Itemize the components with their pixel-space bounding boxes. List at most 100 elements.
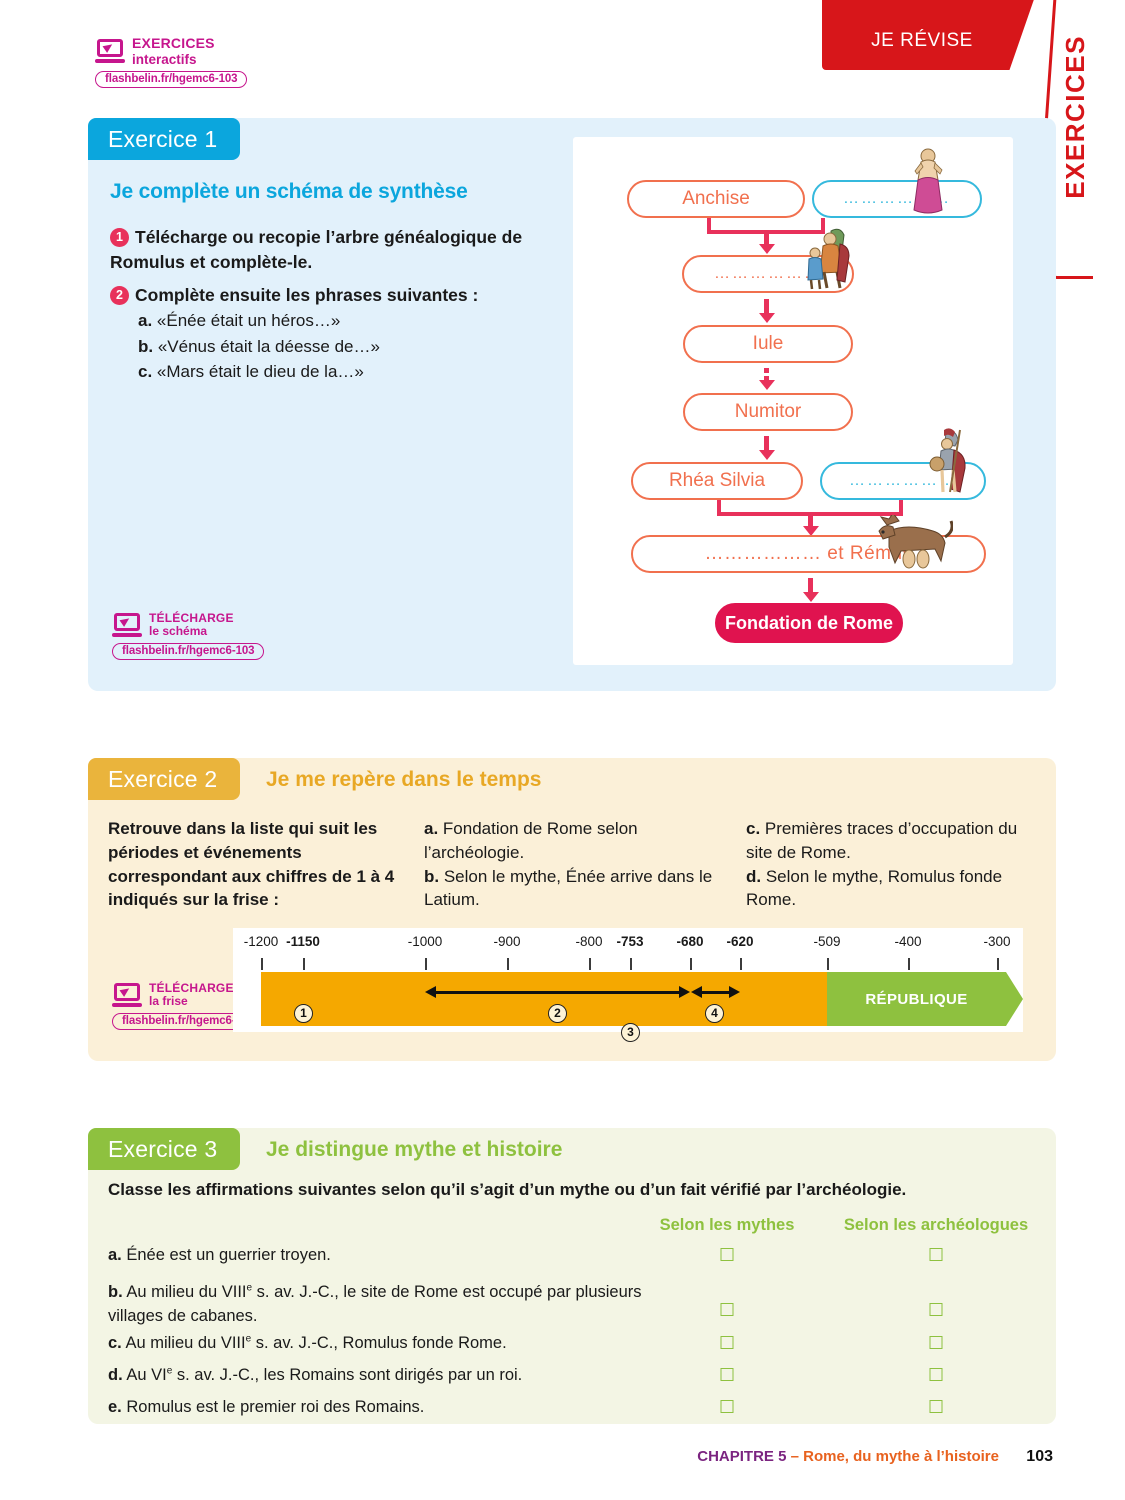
row-e-letter: e. xyxy=(108,1398,122,1416)
option-b: b. Selon le mythe, Énée arrive dans le L… xyxy=(424,865,714,913)
item-a-text: «Énée était un héros…» xyxy=(156,311,341,331)
diagram-node-iule: Iule xyxy=(683,325,853,363)
tick-mark xyxy=(261,958,263,970)
option-d-text: Selon le mythe, Romulus fonde Rome. xyxy=(746,866,1003,910)
option-c-text: Premières traces d’occupation du site de… xyxy=(746,819,1018,862)
option-b-letter: b. xyxy=(424,866,440,886)
timeline-marker-4: 4 xyxy=(705,1004,724,1023)
exercise-3-instruction: Classe les affirmations suivantes selon … xyxy=(108,1180,907,1199)
arrow-to-enee xyxy=(759,230,775,254)
timeline-span-4-head-right xyxy=(729,986,740,998)
exercise-1-tab[interactable]: Exercice 1 xyxy=(88,118,240,160)
column-header-archeologues: Selon les archéologues xyxy=(843,1216,1029,1234)
tick-mark xyxy=(507,958,509,970)
timeline-span-4-head-left xyxy=(691,986,702,998)
diagram-node-rhea-silvia: Rhéa Silvia xyxy=(631,462,803,500)
row-b-letter: b. xyxy=(108,1283,123,1301)
task-number-1: 1 xyxy=(110,228,129,247)
tick-label: -753 xyxy=(616,934,644,949)
diagram-node-venus-blank[interactable]: ……………… xyxy=(812,180,982,218)
footer-page-number: 103 xyxy=(1026,1448,1053,1465)
tick-mark xyxy=(630,958,632,970)
mars-warrior-figure xyxy=(929,428,966,493)
genealogy-diagram: Anchise ……………… ……………… Iule xyxy=(573,137,1013,665)
tick-label: -620 xyxy=(726,934,754,949)
exercise-1-item-c: c. «Mars était le dieu de la…» xyxy=(138,359,540,385)
statement-row-c: c. Au milieu du VIIIe s. av. J.-C., Romu… xyxy=(108,1332,668,1356)
checkbox-c-archeologues[interactable] xyxy=(929,1336,943,1349)
exercise-2-tab[interactable]: Exercice 2 xyxy=(88,758,240,800)
statement-row-b: b. Au milieu du VIIIe s. av. J.-C., le s… xyxy=(108,1281,668,1329)
exercise-3-tab[interactable]: Exercice 3 xyxy=(88,1128,240,1170)
dl-schema-url[interactable]: flashbelin.fr/hgemc6-103 xyxy=(112,642,265,660)
checkbox-b-mythes[interactable] xyxy=(720,1303,734,1316)
tick-label: -509 xyxy=(813,934,841,949)
checkbox-b-archeologues[interactable] xyxy=(929,1303,943,1316)
exercices-side-label: EXERCICES xyxy=(1060,35,1090,199)
row-d-text: Au VIe s. av. J.-C., les Romains sont di… xyxy=(126,1365,523,1385)
checkbox-c-mythes[interactable] xyxy=(720,1336,734,1349)
tick-label: -800 xyxy=(575,934,603,949)
exercise-3-panel xyxy=(88,1128,1056,1424)
tick-label: -1000 xyxy=(407,934,443,949)
item-a-letter: a. xyxy=(138,311,153,331)
arrow-to-rhea xyxy=(759,436,775,460)
diagram-node-anchise: Anchise xyxy=(627,180,805,218)
exercices-interactifs-badge[interactable]: EXERCICES interactifs flashbelin.fr/hgem… xyxy=(95,35,248,88)
tick-mark xyxy=(740,958,742,970)
laptop-download-icon xyxy=(95,39,125,64)
tick-mark xyxy=(997,958,999,970)
timeline-span-4 xyxy=(702,991,729,994)
diagram-node-numitor: Numitor xyxy=(683,393,853,431)
dl-schema-line2: le schéma xyxy=(149,624,208,639)
diagram-node-fondation-de-rome: Fondation de Rome xyxy=(715,603,903,643)
checkbox-d-mythes[interactable] xyxy=(720,1368,734,1381)
tick-mark xyxy=(908,958,910,970)
checkbox-e-archeologues[interactable] xyxy=(929,1400,943,1413)
option-d-letter: d. xyxy=(746,866,762,886)
exercise-1-task-1: 1 Télécharge ou recopie l’arbre généalogi… xyxy=(110,225,530,276)
tick-mark xyxy=(589,958,591,970)
arrow-to-fondation xyxy=(803,578,819,602)
tick-mark xyxy=(425,958,427,970)
exercise-3-title: Je distingue mythe et histoire xyxy=(266,1138,563,1161)
checkbox-e-mythes[interactable] xyxy=(720,1400,734,1413)
item-c-text: «Mars était le dieu de la…» xyxy=(156,362,364,382)
timeline-marker-2: 2 xyxy=(548,1004,567,1023)
tick-mark xyxy=(303,958,305,970)
option-a-letter: a. xyxy=(424,819,439,838)
badge-line1: EXERCICES xyxy=(132,35,215,51)
je-revise-tab xyxy=(822,0,1040,70)
laptop-download-icon xyxy=(112,983,142,1008)
checkbox-a-archeologues[interactable] xyxy=(929,1248,943,1261)
footer-chapter-rest: – Rome, du mythe à l’histoire xyxy=(786,1448,999,1465)
row-c-text: Au milieu du VIIIe s. av. J.-C., Romulus… xyxy=(125,1333,507,1353)
timeline-band-royaute xyxy=(261,972,827,1026)
column-header-mythes: Selon les mythes xyxy=(659,1216,795,1234)
exercise-1-task-2: 2 Complète ensuite les phrases suivantes … xyxy=(110,283,540,385)
badge-url[interactable]: flashbelin.fr/hgemc6-103 xyxy=(95,70,248,88)
venus-statue-figure xyxy=(913,148,943,214)
aeneas-family-figure xyxy=(807,228,850,290)
checkbox-d-archeologues[interactable] xyxy=(929,1368,943,1381)
telecharge-frise-badge[interactable]: TÉLÉCHARGE la frise flashbelin.fr/hgemc6… xyxy=(112,981,265,1030)
option-b-text: Selon le mythe, Énée arrive dans le Lati… xyxy=(424,866,713,910)
timeline-span-2-head-left xyxy=(425,986,436,998)
dl-frise-line2: la frise xyxy=(149,994,188,1009)
exercise-2-options-left: a. Fondation de Rome selon l’archéologie… xyxy=(424,817,714,912)
option-a: a. Fondation de Rome selon l’archéologie… xyxy=(424,817,714,865)
task-2-text: Complète ensuite les phrases suivantes : xyxy=(135,285,479,305)
checkbox-a-mythes[interactable] xyxy=(720,1248,734,1261)
je-revise-label: JE RÉVISE xyxy=(871,30,973,51)
arrow-to-romulus xyxy=(803,512,819,536)
telecharge-schema-badge[interactable]: TÉLÉCHARGE le schéma flashbelin.fr/hgemc… xyxy=(112,611,265,660)
row-a-text: Énée est un guerrier troyen. xyxy=(126,1246,331,1264)
timeline-span-2 xyxy=(436,991,679,994)
tick-label: -1150 xyxy=(286,934,320,949)
timeline-chart: RÉPUBLIQUE -1200 -1150 -1000 -900 -800 -… xyxy=(233,928,1023,1042)
tick-label: -400 xyxy=(894,934,922,949)
timeline-span-2-head-right xyxy=(679,986,690,998)
timeline-marker-3: 3 xyxy=(621,1023,640,1042)
badge-line2: interactifs xyxy=(132,51,197,67)
exercise-1-item-a: a. «Énée était un héros…» xyxy=(138,308,540,334)
